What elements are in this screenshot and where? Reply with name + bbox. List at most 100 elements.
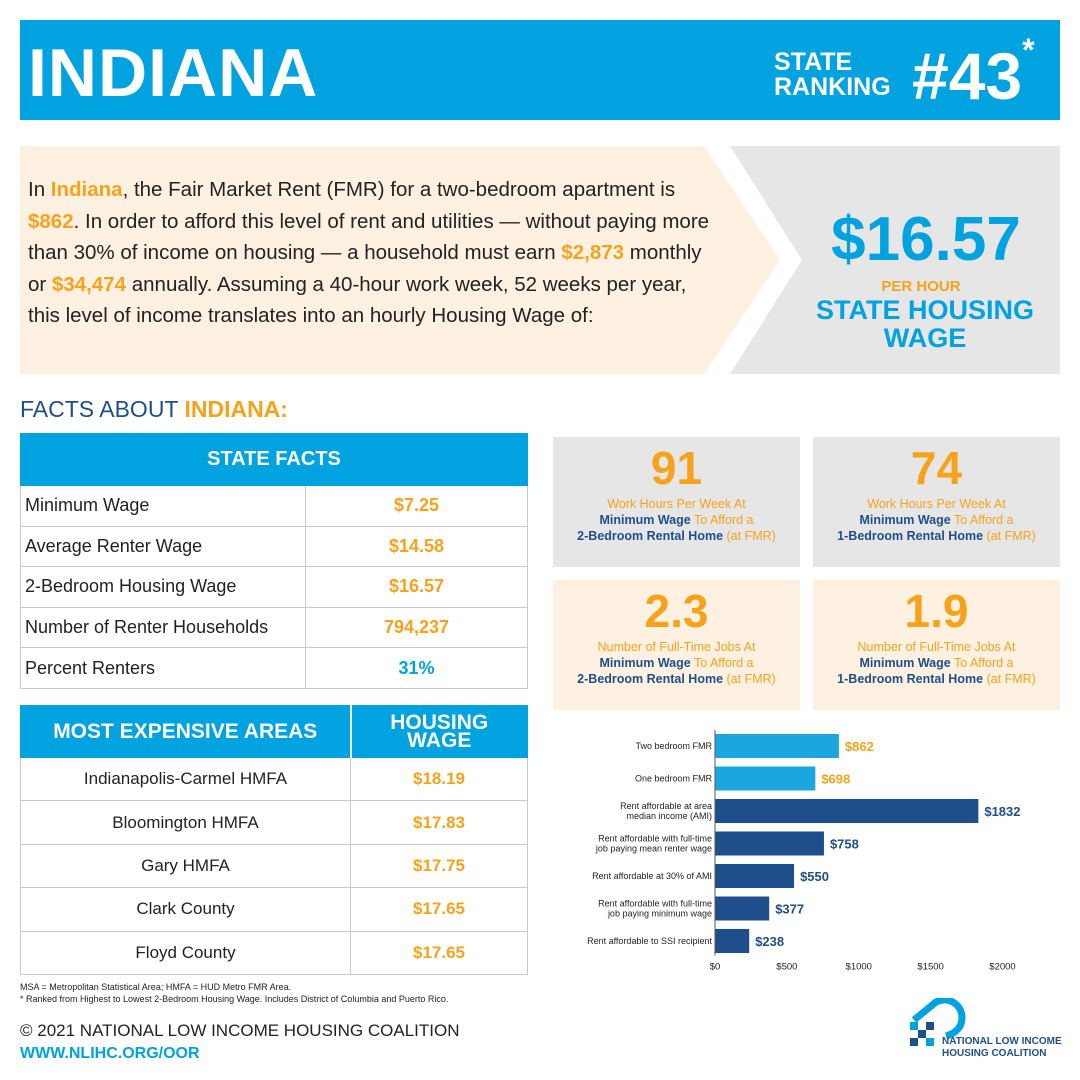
chart-data-label: $862 — [845, 739, 874, 754]
facts-title: FACTS ABOUT INDIANA: — [20, 396, 288, 423]
stat-description: Work Hours Per Week At Minimum Wage To Af… — [813, 496, 1060, 544]
stat-desc-line1: Number of Full-Time Jobs At — [857, 640, 1016, 654]
stat-description: Number of Full-Time Jobs At Minimum Wage … — [553, 639, 800, 687]
chart-tick-label: $1500 — [917, 962, 943, 973]
table-row: Floyd County $17.65 — [20, 930, 528, 975]
housing-wage-header: HOUSING WAGE — [350, 705, 528, 758]
intro-fmr: $862 — [28, 209, 74, 233]
chart-bar — [715, 929, 750, 953]
stat-description: Number of Full-Time Jobs At Minimum Wage … — [813, 639, 1060, 687]
area-name: Floyd County — [20, 930, 351, 975]
stat-desc-line2: To Afford a — [690, 513, 754, 527]
ranking-asterisk: * — [1022, 32, 1035, 68]
chart-bar — [715, 766, 816, 791]
chart-tick-label: $1000 — [846, 962, 872, 973]
chart-bar — [715, 831, 824, 856]
intro-text-2: , the Fair Market Rent (FMR) for a two-b… — [122, 178, 676, 201]
nlihc-logo: NATIONAL LOW INCOME HOUSING COALITION — [906, 998, 1066, 1068]
area-wage: $18.19 — [350, 756, 528, 802]
chart-tick-label: $500 — [776, 962, 797, 973]
oor-link[interactable]: WWW.NLIHC.ORG/OOR — [20, 1045, 200, 1062]
chart-bar — [715, 864, 795, 888]
chart-category-label: Rent affordable at area — [620, 801, 712, 811]
stat-card-hours-2br: 91 Work Hours Per Week At Minimum Wage To… — [553, 437, 800, 567]
stat-desc-bold1: Minimum Wage — [599, 656, 691, 670]
chart-bar — [715, 896, 770, 921]
chart-category-label: Rent affordable to SSI recipient — [587, 936, 712, 946]
stat-desc-line2: To Afford a — [690, 656, 754, 670]
stat-desc-bold2: 1-Bedroom Rental Home — [837, 529, 984, 543]
stat-desc-line1: Work Hours Per Week At — [607, 497, 746, 511]
chart-data-label: $758 — [830, 837, 859, 852]
area-wage: $17.83 — [350, 800, 528, 845]
chart-tick-label: $0 — [710, 962, 721, 973]
intro-text-4: monthly or — [28, 241, 702, 296]
table-row: Average Renter Wage $14.58 — [20, 525, 528, 568]
facts-title-prefix: FACTS ABOUT — [20, 396, 185, 422]
stat-card-hours-1br: 74 Work Hours Per Week At Minimum Wage To… — [813, 437, 1060, 567]
stat-desc-line1: Work Hours Per Week At — [867, 497, 1006, 511]
stat-desc-line3: (at FMR) — [723, 529, 776, 543]
state-facts-header: STATE FACTS — [20, 433, 528, 486]
chart-category-label: Rent affordable at 30% of AMI — [592, 871, 712, 881]
chart-category-label: job paying minimum wage — [607, 909, 712, 919]
housing-wage-header-line1: HOUSING — [390, 710, 489, 734]
ranking-label-line1: STATE — [774, 48, 853, 76]
area-wage: $17.65 — [350, 930, 528, 975]
logo-text-line1: NATIONAL LOW INCOME — [942, 1036, 1062, 1047]
chart-category-label: One bedroom FMR — [635, 774, 713, 784]
intro-panel: In Indiana, the Fair Market Rent (FMR) f… — [20, 146, 780, 374]
state-title: INDIANA — [28, 35, 319, 111]
area-wage: $17.65 — [350, 887, 528, 932]
ranking-number: #43 — [912, 39, 1023, 113]
stat-desc-bold1: Minimum Wage — [859, 513, 951, 527]
logo-text-line2: HOUSING COALITION — [942, 1048, 1047, 1059]
table-row: Bloomington HMFA $17.83 — [20, 800, 528, 845]
state-ranking-label: STATE RANKING — [774, 50, 891, 100]
chart-category-label: job paying mean renter wage — [595, 844, 712, 854]
table-row: Clark County $17.65 — [20, 887, 528, 932]
intro-text-5: annually. Assuming a 40-hour work week, … — [28, 272, 687, 328]
rent-comparison-chart: $862 Two bedroom FMR $698 One bedroom FMR $1… — [587, 730, 1021, 973]
intro-state: Indiana — [50, 178, 123, 201]
chart-category-label: Two bedroom FMR — [635, 741, 712, 751]
fact-label: Average Renter Wage — [20, 525, 306, 568]
table-row: Gary HMFA $17.75 — [20, 843, 528, 889]
header-banner: INDIANA STATE RANKING #43* — [20, 20, 1060, 120]
chart-category-label: Rent affordable with full-time — [598, 899, 712, 909]
table-row: Minimum Wage $7.25 — [20, 485, 528, 527]
fact-value: $14.58 — [305, 525, 528, 568]
table-row: 2-Bedroom Housing Wage $16.57 — [20, 566, 528, 608]
housing-wage-amount: $16.57 — [831, 205, 1021, 274]
ranking-label-line2: RANKING — [774, 73, 891, 101]
stat-desc-line3: (at FMR) — [723, 672, 776, 686]
stat-description: Work Hours Per Week At Minimum Wage To Af… — [553, 496, 800, 544]
table-row: Number of Renter Households 794,237 — [20, 606, 528, 649]
fact-label: Minimum Wage — [20, 485, 306, 527]
stat-desc-bold2: 1-Bedroom Rental Home — [837, 672, 984, 686]
chart-bar — [715, 799, 979, 823]
state-ranking-value: #43* — [912, 32, 1035, 114]
stat-desc-bold2: 2-Bedroom Rental Home — [577, 672, 724, 686]
table-row: Indianapolis-Carmel HMFA $18.19 — [20, 756, 528, 802]
fact-label: Number of Renter Households — [20, 606, 306, 649]
chart-data-label: $698 — [821, 772, 850, 787]
stat-desc-line3: (at FMR) — [983, 672, 1036, 686]
stat-desc-bold1: Minimum Wage — [599, 513, 691, 527]
intro-text: In Indiana, the Fair Market Rent (FMR) f… — [28, 174, 718, 332]
expensive-areas-table: MOST EXPENSIVE AREAS HOUSING WAGE Indiana… — [20, 705, 528, 975]
facts-title-state: INDIANA: — [184, 396, 288, 422]
state-facts-table: STATE FACTS Minimum Wage $7.25 Average Re… — [20, 433, 528, 689]
footnote-line2: * Ranked from Highest to Lowest 2-Bedroo… — [20, 994, 449, 1004]
fact-label: 2-Bedroom Housing Wage — [20, 566, 306, 608]
area-name: Gary HMFA — [20, 843, 351, 889]
chart-data-label: $550 — [800, 869, 829, 884]
stat-desc-line3: (at FMR) — [983, 529, 1036, 543]
housing-wage-header-line2: WAGE — [407, 728, 472, 752]
fact-label: Percent Renters — [20, 647, 306, 689]
stat-card-jobs-1br: 1.9 Number of Full-Time Jobs At Minimum W… — [813, 580, 1060, 710]
fact-value: 31% — [305, 647, 528, 689]
stat-value: 91 — [650, 442, 703, 494]
stat-desc-line1: Number of Full-Time Jobs At — [597, 640, 756, 654]
footnote-line1: MSA = Metropolitan Statistical Area; HMF… — [20, 982, 292, 992]
